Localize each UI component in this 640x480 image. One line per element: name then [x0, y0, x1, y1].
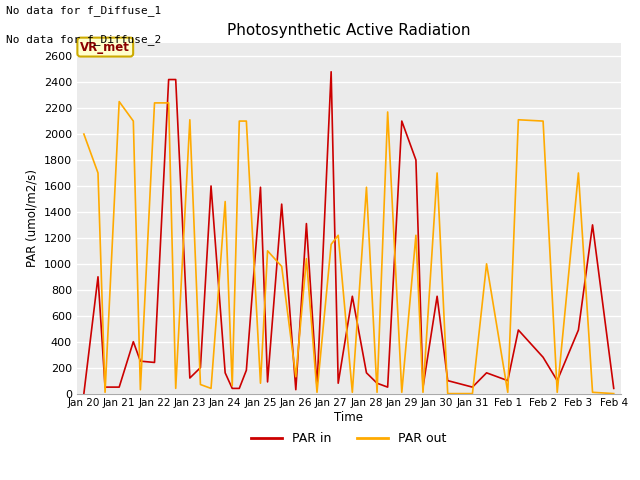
PAR in	[349, 293, 356, 299]
PAR in	[136, 358, 144, 364]
PAR out	[236, 118, 243, 124]
PAR out	[101, 389, 109, 395]
PAR out	[334, 232, 342, 238]
PAR in	[504, 378, 511, 384]
PAR in	[373, 380, 381, 386]
Text: VR_met: VR_met	[81, 41, 130, 54]
Legend: PAR in, PAR out: PAR in, PAR out	[246, 427, 451, 450]
PAR out	[515, 117, 522, 123]
PAR in	[115, 384, 123, 390]
PAR in	[444, 378, 452, 384]
PAR out	[278, 264, 285, 269]
PAR out	[172, 385, 180, 391]
PAR in	[257, 184, 264, 190]
Line: PAR out: PAR out	[84, 102, 614, 394]
PAR in	[292, 387, 300, 393]
PAR in	[540, 354, 547, 360]
PAR in	[334, 380, 342, 386]
PAR in	[363, 370, 371, 376]
PAR out	[327, 241, 335, 247]
PAR out	[186, 117, 194, 123]
PAR out	[610, 391, 618, 396]
PAR in	[172, 77, 180, 83]
PAR in	[278, 201, 285, 207]
PAR out	[589, 389, 596, 395]
PAR in	[589, 222, 596, 228]
PAR out	[363, 184, 371, 190]
PAR in	[468, 384, 476, 390]
PAR out	[94, 170, 102, 176]
PAR in	[554, 378, 561, 384]
PAR in	[384, 384, 392, 390]
PAR out	[136, 387, 144, 393]
PAR in	[610, 385, 618, 391]
PAR in	[398, 118, 406, 124]
PAR out	[292, 374, 300, 380]
PAR out	[349, 389, 356, 395]
PAR in	[303, 221, 310, 227]
PAR in	[221, 370, 229, 376]
PAR in	[196, 365, 204, 371]
PAR out	[207, 385, 215, 391]
PAR in	[419, 384, 427, 390]
PAR out	[129, 118, 137, 124]
PAR out	[504, 389, 511, 395]
PAR in	[327, 69, 335, 74]
PAR in	[575, 327, 582, 333]
Text: No data for f_Diffuse_2: No data for f_Diffuse_2	[6, 34, 162, 45]
PAR out	[373, 389, 381, 395]
PAR in	[515, 327, 522, 333]
PAR in	[483, 370, 490, 376]
PAR in	[150, 360, 158, 365]
PAR in	[80, 391, 88, 396]
PAR out	[115, 99, 123, 105]
X-axis label: Time: Time	[334, 411, 364, 424]
PAR out	[483, 261, 490, 267]
PAR out	[384, 109, 392, 115]
PAR out	[243, 118, 250, 124]
PAR out	[398, 389, 406, 395]
PAR out	[468, 391, 476, 396]
Line: PAR in: PAR in	[84, 72, 614, 394]
PAR in	[313, 384, 321, 390]
PAR out	[264, 248, 271, 254]
PAR in	[412, 157, 420, 163]
PAR out	[80, 131, 88, 137]
PAR out	[444, 391, 452, 396]
PAR in	[129, 339, 137, 345]
PAR in	[101, 384, 109, 390]
PAR in	[228, 385, 236, 391]
PAR in	[165, 77, 173, 83]
Text: No data for f_Diffuse_1: No data for f_Diffuse_1	[6, 5, 162, 16]
PAR in	[243, 367, 250, 373]
PAR in	[264, 379, 271, 385]
PAR out	[419, 389, 427, 395]
PAR out	[412, 232, 420, 238]
PAR in	[236, 385, 243, 391]
PAR out	[313, 389, 321, 395]
PAR out	[165, 100, 173, 106]
PAR out	[575, 170, 582, 176]
PAR out	[228, 383, 236, 389]
PAR out	[196, 382, 204, 387]
PAR in	[94, 274, 102, 280]
PAR out	[221, 199, 229, 204]
PAR out	[554, 389, 561, 395]
PAR out	[433, 170, 441, 176]
PAR out	[303, 256, 310, 262]
Y-axis label: PAR (umol/m2/s): PAR (umol/m2/s)	[25, 169, 38, 267]
PAR out	[540, 118, 547, 124]
Title: Photosynthetic Active Radiation: Photosynthetic Active Radiation	[227, 23, 470, 38]
PAR out	[257, 380, 264, 386]
PAR in	[186, 375, 194, 381]
PAR in	[207, 183, 215, 189]
PAR in	[433, 293, 441, 299]
PAR out	[150, 100, 158, 106]
